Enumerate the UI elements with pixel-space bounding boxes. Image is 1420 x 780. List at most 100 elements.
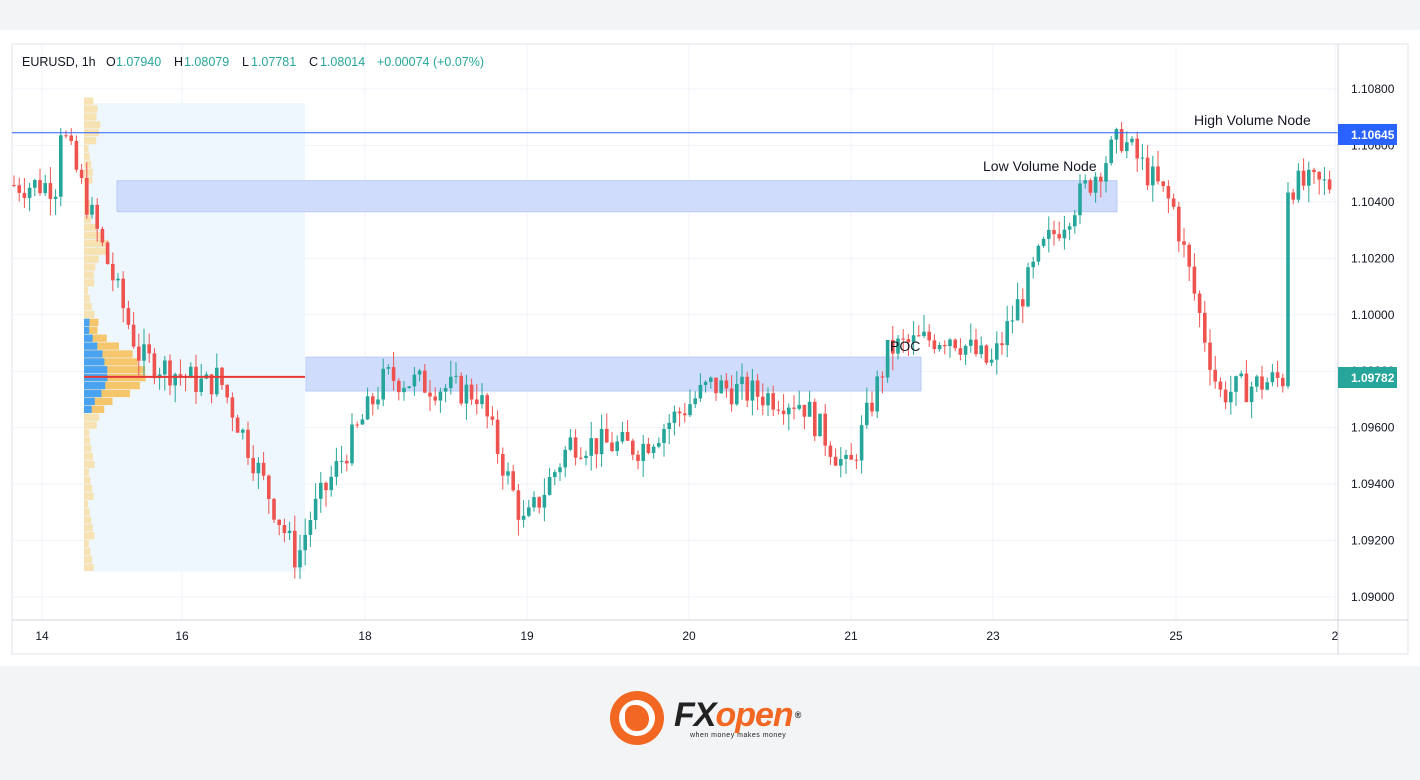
candle-body xyxy=(927,331,931,341)
profile-bar xyxy=(84,113,97,121)
candle-body xyxy=(1109,139,1113,164)
candle-body xyxy=(1031,261,1035,268)
ohlc-close-value: 1.08014 xyxy=(320,55,365,69)
candle-body xyxy=(246,429,250,458)
candle-body xyxy=(599,428,604,455)
ohlc-open-value: 1.07940 xyxy=(116,55,161,69)
profile-value-area-bar xyxy=(84,397,95,406)
candle-body xyxy=(761,396,765,406)
candle-body xyxy=(948,339,952,347)
candle-body xyxy=(989,359,994,363)
candle-body xyxy=(995,343,999,360)
candle-body xyxy=(449,376,453,389)
zones-layer xyxy=(84,103,1118,572)
candle-body xyxy=(324,482,328,491)
candle-body xyxy=(703,381,708,385)
price-chart[interactable]: 1.108001.106001.104001.102001.100001.098… xyxy=(0,0,1420,666)
candle-body xyxy=(209,374,214,395)
candle-body xyxy=(1312,169,1316,173)
candle-body xyxy=(79,169,84,178)
candle-body xyxy=(480,395,484,405)
candle-body xyxy=(1078,183,1082,216)
candle-body xyxy=(542,494,547,508)
candle-body xyxy=(469,384,474,400)
candle-body xyxy=(334,461,339,477)
candle-body xyxy=(719,380,723,394)
ohlc-low-label: L xyxy=(242,55,249,69)
candle-body xyxy=(131,324,136,347)
candle-body xyxy=(69,135,73,141)
candle-body xyxy=(137,346,141,361)
candle-body xyxy=(1177,206,1181,242)
candle-body xyxy=(709,377,713,382)
candle-body xyxy=(105,242,110,264)
candle-body xyxy=(147,344,151,354)
candle-body xyxy=(1327,179,1332,190)
profile-bar xyxy=(84,453,93,461)
candle-body xyxy=(303,534,307,551)
profile-bar xyxy=(84,500,88,508)
profile-bar xyxy=(84,318,99,327)
lvn-label: Low Volume Node xyxy=(983,158,1097,174)
profile-bar xyxy=(84,492,94,500)
profile-value-area-bar xyxy=(84,381,106,390)
candle-body xyxy=(1130,138,1134,143)
profile-bar xyxy=(84,516,92,524)
profile-bar xyxy=(84,413,100,421)
candle-body xyxy=(740,376,744,385)
footer xyxy=(0,666,1420,780)
candle-body xyxy=(610,442,614,452)
poc-label: POC xyxy=(890,338,920,354)
candle-body xyxy=(485,395,489,417)
candle-body xyxy=(313,498,318,521)
y-tick-label: 1.10400 xyxy=(1351,195,1395,209)
x-tick-label: 20 xyxy=(682,629,696,643)
candle-body xyxy=(365,396,370,420)
profile-bar xyxy=(84,563,94,571)
candle-body xyxy=(189,366,193,378)
profile-bar xyxy=(84,468,89,477)
candle-body xyxy=(251,457,255,474)
profile-bar xyxy=(84,532,95,540)
x-tick-label: 16 xyxy=(175,629,189,643)
candle-body xyxy=(1083,180,1087,184)
candle-body xyxy=(527,507,531,516)
candle-body xyxy=(766,393,770,406)
profile-bar xyxy=(84,231,104,240)
logo-wordmark: FXopen ® xyxy=(674,695,801,734)
candle-body xyxy=(906,339,911,343)
candle-body xyxy=(1234,376,1238,392)
candle-body xyxy=(1301,170,1306,186)
candle-body xyxy=(1099,176,1103,182)
profile-bar xyxy=(84,247,110,255)
candle-body xyxy=(1244,373,1249,403)
candle-body xyxy=(428,392,432,397)
candle-body xyxy=(885,339,890,378)
candle-body xyxy=(1197,293,1202,313)
candle-body xyxy=(1000,343,1004,346)
candle-body xyxy=(1171,198,1176,207)
candle-body xyxy=(287,530,292,534)
candle-body xyxy=(745,376,749,401)
candle-body xyxy=(558,467,562,473)
ohlc-close-label: C xyxy=(309,55,318,69)
candle-body xyxy=(714,377,718,394)
candle-body xyxy=(163,360,167,375)
candle-body xyxy=(787,407,791,415)
fxopen-logo[interactable]: FXopen ® when money makes money xyxy=(610,690,801,746)
profile-bar xyxy=(84,429,90,437)
hvn-price-text: 1.10645 xyxy=(1351,128,1395,142)
candle-body xyxy=(272,498,276,520)
candle-body xyxy=(1260,376,1264,390)
candle-body xyxy=(64,135,68,137)
last-price-text: 1.09782 xyxy=(1351,371,1395,385)
last-price-tag xyxy=(1338,367,1397,388)
candle-body xyxy=(121,278,125,309)
candle-body xyxy=(345,460,349,464)
candle-body xyxy=(459,375,463,404)
profile-bar xyxy=(84,152,90,161)
x-tick-label: 21 xyxy=(844,629,858,643)
candle-body xyxy=(1041,238,1046,246)
profile-bar xyxy=(84,397,113,406)
profile-bar xyxy=(84,366,146,374)
